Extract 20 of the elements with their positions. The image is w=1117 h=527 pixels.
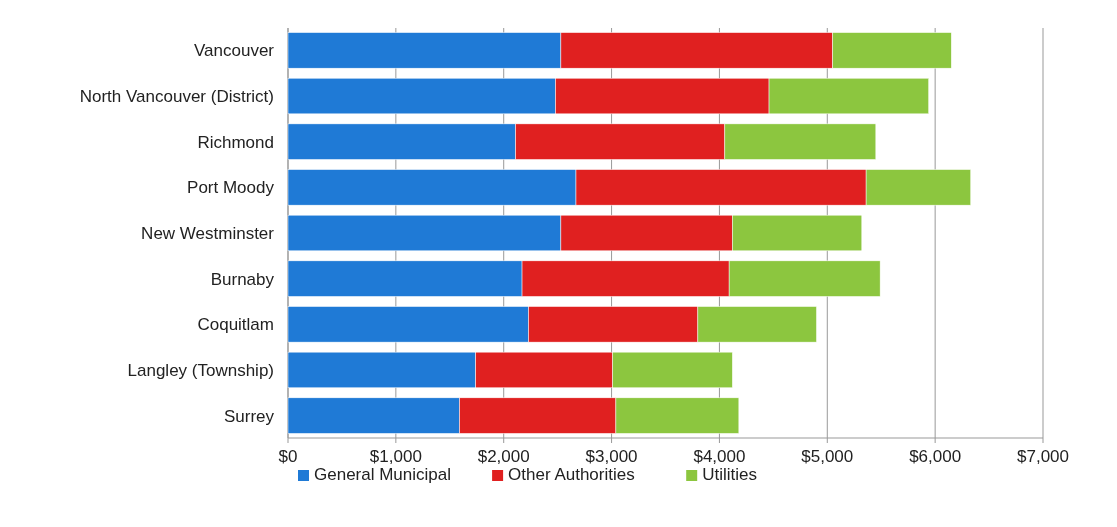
x-tick-label: $0 — [278, 447, 298, 466]
y-tick-label: Vancouver — [193, 41, 275, 61]
y-tick-label: Port Moody — [187, 178, 275, 198]
y-tick-label: New Westminster — [141, 224, 275, 243]
y-tick-label: Coquitlam — [197, 315, 274, 335]
x-tick-label: $3,000 — [585, 447, 638, 466]
x-tick-label: $6,000 — [909, 447, 962, 466]
legend-label: Utilities — [702, 465, 757, 484]
x-tick-label: $4,000 — [693, 447, 746, 466]
y-tick-label: Richmond — [197, 132, 274, 152]
legend-label: General Municipal — [314, 465, 452, 484]
legend-label: Other Authorities — [508, 465, 635, 484]
y-tick-label: North Vancouver (District) — [79, 87, 274, 107]
y-tick-label: Burnaby — [210, 269, 275, 289]
x-tick-label: $7,000 — [1017, 447, 1069, 466]
x-tick-label: $1,000 — [369, 447, 422, 466]
x-tick-label: $2,000 — [477, 447, 530, 466]
y-tick-label: Langley (Township) — [127, 360, 274, 380]
x-tick-label: $5,000 — [801, 447, 854, 466]
y-tick-label: Surrey — [223, 406, 275, 426]
